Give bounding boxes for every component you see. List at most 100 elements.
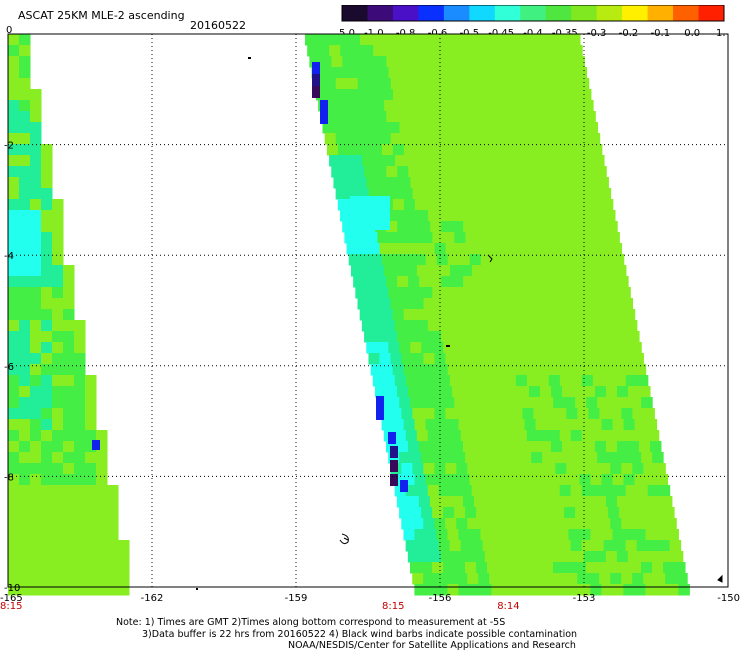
swath-cell xyxy=(107,507,119,519)
swath-cell xyxy=(506,496,519,508)
swath-cell xyxy=(476,67,489,79)
swath-cell xyxy=(443,562,455,574)
swath-cell xyxy=(614,265,627,277)
swath-cell xyxy=(511,188,524,200)
swath-cell xyxy=(460,485,473,497)
swath-cell xyxy=(8,364,20,376)
swath-cell xyxy=(586,122,599,134)
swath-cell xyxy=(594,441,607,453)
swath-cell xyxy=(401,133,414,145)
swath-cell xyxy=(8,430,20,442)
swath-cell xyxy=(439,100,451,112)
swath-cell xyxy=(451,496,464,508)
swath-cell xyxy=(438,485,451,497)
swath-cell xyxy=(390,474,398,486)
swath-cell xyxy=(529,276,541,288)
swath-cell xyxy=(544,518,556,530)
swath-cell xyxy=(529,166,541,178)
swath-cell xyxy=(575,397,587,409)
swath-cell xyxy=(489,463,501,475)
swath-cell xyxy=(465,287,477,299)
swath-cell xyxy=(401,408,413,420)
swath-cell xyxy=(467,353,479,365)
swath-cell xyxy=(19,320,31,332)
swath-cell xyxy=(584,111,596,123)
swath-cell xyxy=(485,386,497,398)
swath-cell xyxy=(570,320,583,332)
swath-cell xyxy=(493,485,506,497)
swath-cell xyxy=(594,551,607,563)
swath-cell xyxy=(434,78,447,90)
swath-cell xyxy=(74,408,86,420)
swath-cell xyxy=(570,430,583,442)
swath-cell xyxy=(52,518,64,530)
swath-cell xyxy=(537,540,550,552)
swath-cell xyxy=(531,507,543,519)
swath-cell xyxy=(41,221,53,233)
swath-cell xyxy=(30,353,42,365)
swath-cell xyxy=(551,166,563,178)
swath-cell xyxy=(621,408,633,420)
swath-cell xyxy=(41,529,53,541)
swath-cell xyxy=(526,430,539,442)
swath-cell xyxy=(8,210,20,222)
swath-cell xyxy=(430,166,442,178)
swath-cell xyxy=(19,419,31,431)
swath-cell xyxy=(423,408,435,420)
swath-cell xyxy=(518,166,530,178)
swath-cell xyxy=(366,287,378,299)
swath-cell xyxy=(379,188,392,200)
swath-cell xyxy=(85,386,97,398)
swath-cell xyxy=(19,166,31,178)
swath-cell xyxy=(474,221,486,233)
swath-cell xyxy=(518,276,530,288)
swath-cell xyxy=(353,56,365,68)
swath-cell xyxy=(601,419,614,431)
swath-cell xyxy=(465,67,478,79)
swath-cell xyxy=(19,188,31,200)
swath-cell xyxy=(52,463,64,475)
swath-cell xyxy=(588,298,601,310)
swath-cell xyxy=(63,441,75,453)
swath-cell xyxy=(412,133,425,145)
swath-cell xyxy=(342,111,354,123)
swath-cell xyxy=(454,177,466,189)
swath-cell xyxy=(542,452,554,464)
swath-cell xyxy=(30,298,42,310)
swath-cell xyxy=(663,562,675,574)
swath-cell xyxy=(586,562,598,574)
swath-cell xyxy=(19,331,31,343)
swath-cell xyxy=(403,309,416,321)
swath-cell xyxy=(19,133,31,145)
swath-cell xyxy=(467,188,480,200)
swath-cell xyxy=(509,562,521,574)
swath-cell xyxy=(513,89,526,101)
swath-cell xyxy=(656,529,668,541)
swath-cell xyxy=(331,56,343,68)
swath-cell xyxy=(595,221,607,233)
swath-cell xyxy=(458,89,471,101)
swath-cell xyxy=(353,111,365,123)
swath-cell xyxy=(509,122,522,134)
swath-cell xyxy=(63,320,75,332)
swath-cell xyxy=(597,342,609,354)
swath-cell xyxy=(471,430,484,442)
swath-cell xyxy=(421,232,433,244)
swath-cell xyxy=(438,375,451,387)
swath-cell xyxy=(19,298,31,310)
swath-cell xyxy=(592,375,605,387)
swath-cell xyxy=(599,188,612,200)
swath-cell xyxy=(384,45,396,57)
swath-cell xyxy=(414,144,427,156)
swath-cell xyxy=(430,221,442,233)
swath-cell xyxy=(619,452,631,464)
latitude-tick-label: -4 xyxy=(4,251,14,262)
swath-cell xyxy=(553,397,565,409)
swath-cell xyxy=(458,309,471,321)
swath-cell xyxy=(85,507,97,519)
swath-cell xyxy=(531,397,543,409)
swath-cell xyxy=(540,386,552,398)
swath-cell xyxy=(340,155,352,167)
swath-cell xyxy=(606,276,618,288)
swath-cell xyxy=(340,45,352,57)
